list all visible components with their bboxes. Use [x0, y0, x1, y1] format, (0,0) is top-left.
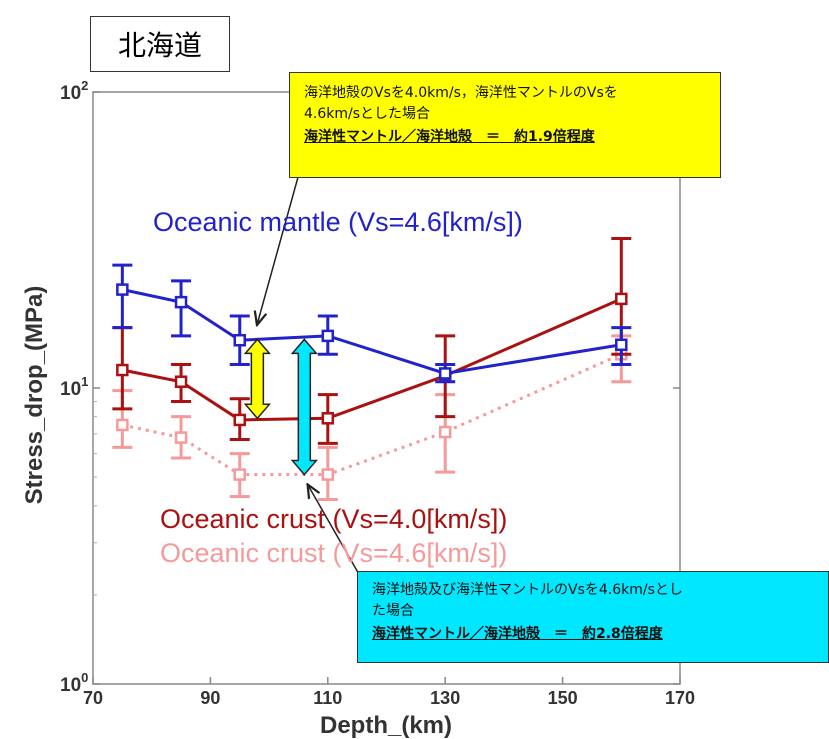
- callout-yellow-line2: 4.6km/sとした場合: [304, 106, 431, 122]
- y-tick-label: 102: [60, 78, 88, 104]
- data-point: [321, 412, 335, 425]
- data-point: [174, 375, 188, 388]
- callout-cyan-emphasis: 海洋性マントル／海洋地殻 ＝ 約2.8倍程度: [372, 626, 663, 642]
- series-line: [122, 288, 622, 375]
- cyan-pointer-line: [308, 486, 361, 577]
- data-point: [116, 418, 129, 432]
- data-point: [116, 363, 129, 377]
- yellow-double-arrow: [243, 338, 271, 420]
- data-point: [615, 338, 628, 351]
- callout-yellow-line1: 海洋地殻のVsを4.0km/s，海洋性マントルのVsを: [304, 85, 618, 101]
- cyan-double-arrow: [290, 338, 318, 476]
- data-point: [233, 413, 246, 427]
- data-point: [321, 329, 335, 343]
- x-tick-label: 70: [83, 688, 103, 708]
- data-point: [438, 367, 452, 380]
- series-label-oceanic-crust-4-0: Oceanic crust (Vs=4.0[km/s]): [160, 504, 507, 534]
- callout-cyan-line1: 海洋地殻及び海洋性マントルのVsを4.6km/sとし: [372, 582, 683, 598]
- x-tick-label: 170: [665, 688, 695, 708]
- data-point: [174, 295, 188, 309]
- x-tick-label: 110: [313, 688, 342, 708]
- series-2: [112, 334, 632, 502]
- region-label: 北海道: [90, 16, 230, 72]
- x-tick-label: 130: [430, 688, 460, 708]
- yellow-pointer-line: [257, 169, 301, 324]
- x-axis-label: Depth_(km): [320, 712, 452, 739]
- data-point: [615, 292, 628, 306]
- data-point: [174, 431, 188, 444]
- callout-pointers: [257, 169, 361, 577]
- series-label-oceanic-crust-4-6: Oceanic crust (Vs=4.6[km/s]): [160, 538, 507, 568]
- series-line: [122, 352, 622, 477]
- y-axis-label: Stress_drop_(MPa): [21, 286, 48, 505]
- comparison-arrows: [243, 338, 318, 476]
- callout-yellow-emphasis: 海洋性マントル／海洋地殻 ＝ 約1.9倍程度: [304, 129, 595, 145]
- data-point: [116, 283, 129, 296]
- data-point: [233, 468, 246, 481]
- callout-yellow: 海洋地殻のVsを4.0km/s，海洋性マントルのVsを 4.6km/sとした場合…: [289, 72, 721, 178]
- x-tick-label: 90: [200, 688, 220, 708]
- callout-cyan-line2: た場合: [372, 603, 414, 619]
- y-tick-label: 101: [60, 374, 88, 400]
- data-point: [233, 333, 246, 347]
- x-tick-label: 150: [548, 688, 578, 708]
- series-1: [112, 236, 632, 445]
- series-line: [122, 297, 622, 422]
- series-0: [112, 263, 632, 384]
- axis-ticks: 70 90 110 130 150 170 100 101 102: [60, 78, 695, 708]
- series-layer: [112, 236, 632, 502]
- data-point: [321, 468, 335, 481]
- callout-cyan: 海洋地殻及び海洋性マントルのVsを4.6km/sとし た場合 海洋性マントル／海…: [357, 571, 829, 663]
- series-label-oceanic-mantle: Oceanic mantle (Vs=4.6[km/s]): [153, 207, 523, 237]
- y-tick-label: 100: [60, 670, 88, 696]
- data-point: [438, 425, 452, 439]
